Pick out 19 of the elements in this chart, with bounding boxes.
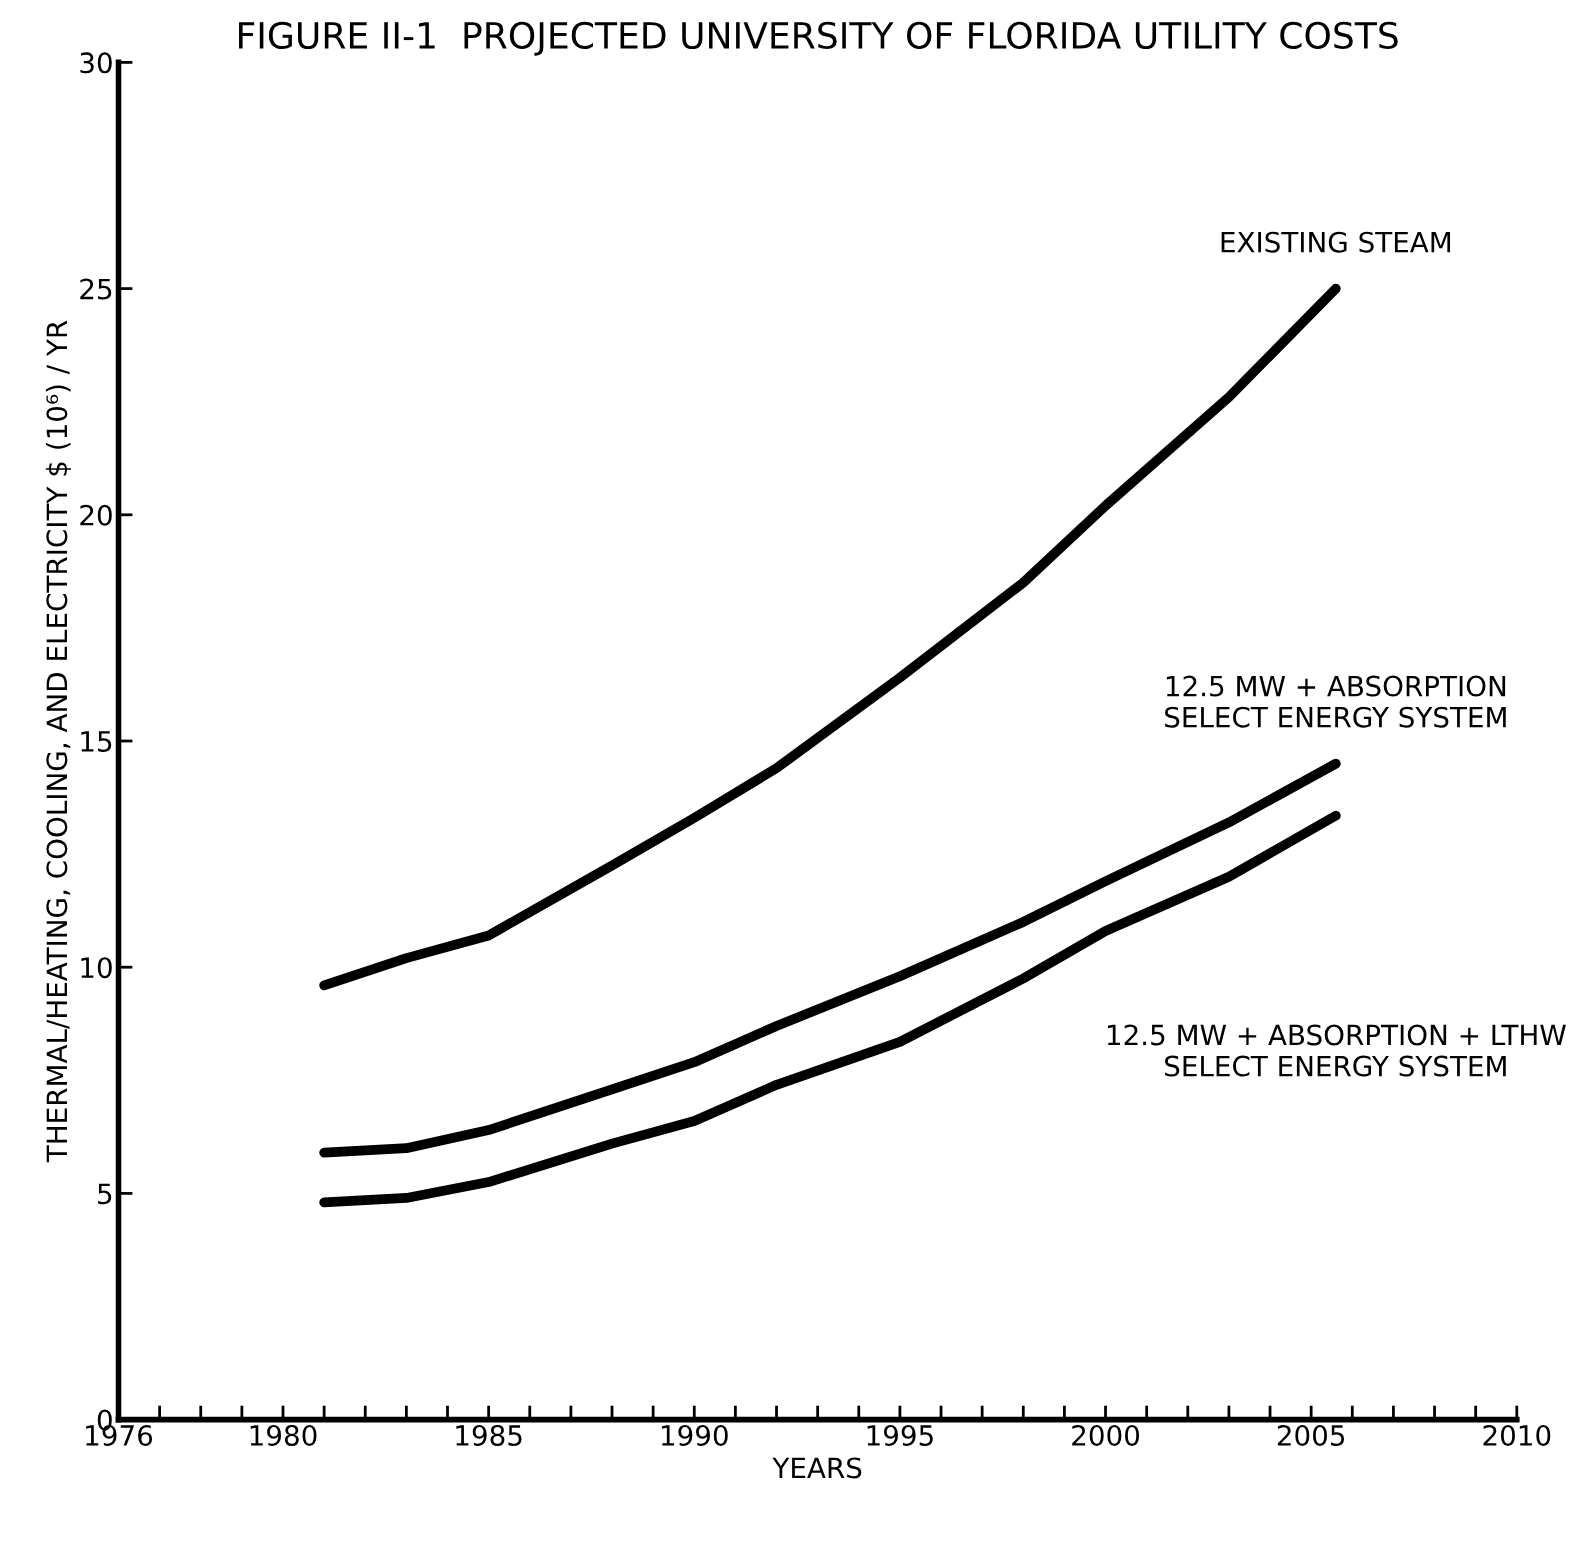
y-tick-label: 25 <box>80 278 112 300</box>
text: 12.5 MW + ABSORPTION SELECT ENERGY SYSTEM <box>1165 675 1506 728</box>
y-tick-label: 5 <box>98 1183 112 1205</box>
x-tick-label: 2005 <box>1277 1424 1345 1446</box>
series-label: EXISTING STEAM <box>1221 231 1451 253</box>
y-tick-label: 20 <box>80 504 112 526</box>
x-tick-label: 2010 <box>1483 1424 1551 1446</box>
x-tick-label: 1995 <box>867 1424 933 1446</box>
x-tick-label: 1990 <box>661 1424 728 1446</box>
x-tick-label: 1980 <box>250 1424 317 1446</box>
x-axis-title: YEARS <box>772 1457 862 1479</box>
y-tick-label: 15 <box>81 731 112 752</box>
x-tick-label: 2000 <box>1072 1424 1140 1446</box>
y-tick-label: 10 <box>81 957 112 979</box>
chart-title: FIGURE II-1 PROJECTED UNIVERSITY OF FLORIDA UTILITY COSTS <box>239 21 1398 56</box>
x-tick-label: 1985 <box>456 1424 522 1446</box>
y-axis-title: THERMAL/HEATING, COOLING, AND ELECTRICITY $ (10⁶) / YR <box>45 320 72 1163</box>
text: 12.5 MW + ABSORPTION + LTHW SELECT ENERGY SYSTEM <box>1107 1024 1566 1077</box>
y-tick-label: 30 <box>80 52 112 74</box>
